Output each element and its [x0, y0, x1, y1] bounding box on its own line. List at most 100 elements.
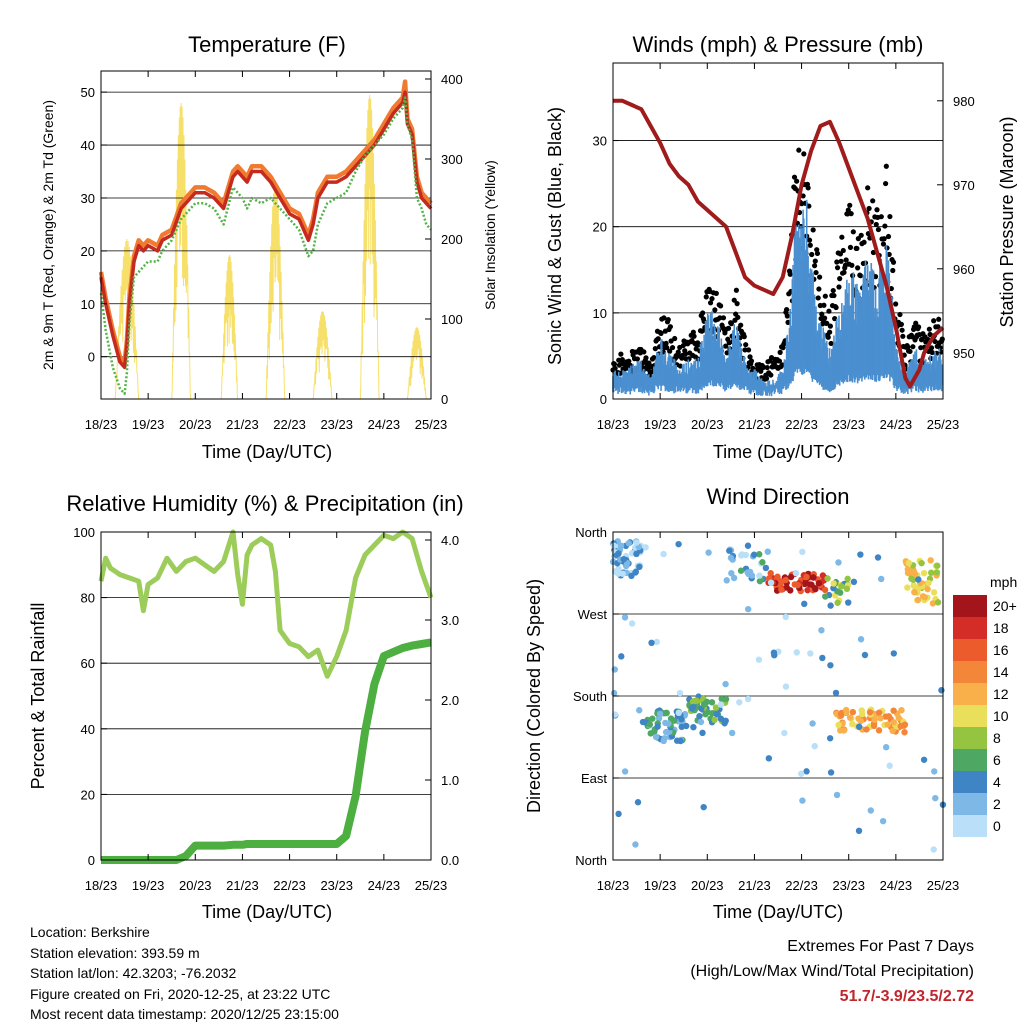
direction-point: [871, 716, 878, 723]
x-tick-label: 21/23: [226, 878, 259, 893]
legend-swatch: [953, 595, 987, 617]
direction-point: [642, 544, 649, 551]
y-tick-label: 30: [593, 134, 607, 149]
direction-point: [718, 695, 725, 703]
direction-point: [930, 589, 938, 596]
gust-point: [779, 362, 785, 368]
x-tick-label: 19/23: [132, 878, 165, 893]
gust-point: [866, 205, 872, 212]
x-tick-label: 25/23: [927, 417, 960, 432]
gust-point: [843, 257, 849, 263]
direction-point: [774, 573, 781, 580]
gust-point: [878, 214, 884, 220]
direction-point: [861, 651, 869, 659]
y2-tick-label: 970: [953, 178, 975, 193]
direction-point: [778, 578, 785, 585]
gust-point: [677, 363, 684, 369]
gust-point: [634, 356, 640, 362]
y-tick-label: West: [578, 607, 608, 622]
wind-direction-panel: Wind Direction North East South West North 18…: [524, 484, 1017, 922]
gust-point: [831, 292, 837, 299]
direction-ylabel: Direction (Colored By Speed): [524, 579, 544, 813]
direction-point: [918, 559, 925, 567]
gust-point: [827, 323, 833, 329]
gust-point: [849, 262, 855, 268]
direction-point: [713, 711, 721, 718]
gust-point: [850, 229, 856, 235]
gust-point: [847, 202, 853, 208]
gust-point: [939, 336, 945, 342]
gust-point: [661, 315, 667, 321]
y-tick-label: 80: [81, 591, 95, 606]
gust-point: [669, 344, 676, 351]
wind-ylabel: Sonic Wind & Gust (Blue, Black): [545, 107, 565, 365]
gust-point: [830, 287, 836, 294]
solar-day-1: [171, 102, 192, 400]
gust-point: [717, 315, 723, 321]
gust-point: [816, 286, 822, 292]
gust-point: [810, 227, 816, 233]
wind-series: [612, 199, 944, 397]
y-tick-label: 0: [88, 853, 95, 868]
gust-point: [663, 340, 669, 347]
x-tick-label: 21/23: [738, 878, 771, 893]
direction-point: [875, 709, 883, 716]
gust-point: [815, 295, 821, 301]
gust-point: [643, 355, 649, 361]
direction-ticks: North East South West North 18/23 19/23 20/23 21…: [573, 525, 959, 893]
direction-point: [846, 714, 854, 721]
direction-point: [822, 593, 829, 600]
direction-point: [756, 577, 764, 585]
direction-point: [697, 718, 705, 726]
direction-point: [748, 572, 756, 579]
y2-tick-label: 960: [953, 262, 975, 277]
gust-point: [787, 271, 793, 277]
direction-point: [781, 729, 788, 737]
direction-point: [730, 574, 738, 582]
gust-point: [883, 180, 889, 187]
gust-point: [796, 147, 802, 153]
solar-day-0: [114, 238, 140, 400]
gust-point: [847, 244, 854, 250]
direction-point: [809, 720, 816, 727]
gust-point: [857, 273, 864, 279]
gust-point: [707, 300, 714, 306]
x-tick-label: 18/23: [597, 878, 630, 893]
gust-point: [910, 344, 916, 350]
legend-swatch: [953, 661, 987, 683]
gust-point: [811, 263, 818, 269]
gust-point: [784, 313, 790, 319]
gust-point: [865, 185, 871, 191]
direction-point: [934, 599, 942, 606]
y2-tick-label: 0.0: [441, 853, 459, 868]
gust-point: [682, 351, 689, 357]
gust-point: [885, 233, 892, 240]
direction-point: [756, 551, 763, 558]
gust-point: [777, 349, 783, 355]
direction-point: [660, 550, 667, 558]
y2-tick-label: 1.0: [441, 773, 459, 788]
legend-label: 14: [993, 664, 1009, 680]
direction-point: [661, 735, 668, 742]
gust-point: [813, 269, 819, 276]
temperature-plot-frame: [100, 70, 432, 400]
x-tick-label: 24/23: [880, 417, 913, 432]
direction-point: [693, 697, 700, 704]
direction-point: [882, 744, 890, 751]
gust-point: [709, 296, 715, 302]
direction-point: [703, 698, 711, 706]
humidity-title: Relative Humidity (%) & Precipitation (i…: [66, 491, 463, 516]
direction-point: [756, 572, 763, 579]
direction-point: [904, 566, 912, 573]
gust-point: [725, 325, 732, 331]
direction-point: [646, 721, 653, 728]
gust-point: [881, 236, 887, 242]
gust-point: [801, 151, 807, 157]
gust-point: [913, 320, 919, 326]
gust-point: [907, 348, 913, 355]
wind-xlabel: Time (Day/UTC): [713, 442, 843, 462]
gust-point: [870, 198, 876, 204]
gust-point: [927, 331, 933, 338]
direction-point: [633, 550, 640, 558]
legend-swatch: [953, 815, 987, 837]
